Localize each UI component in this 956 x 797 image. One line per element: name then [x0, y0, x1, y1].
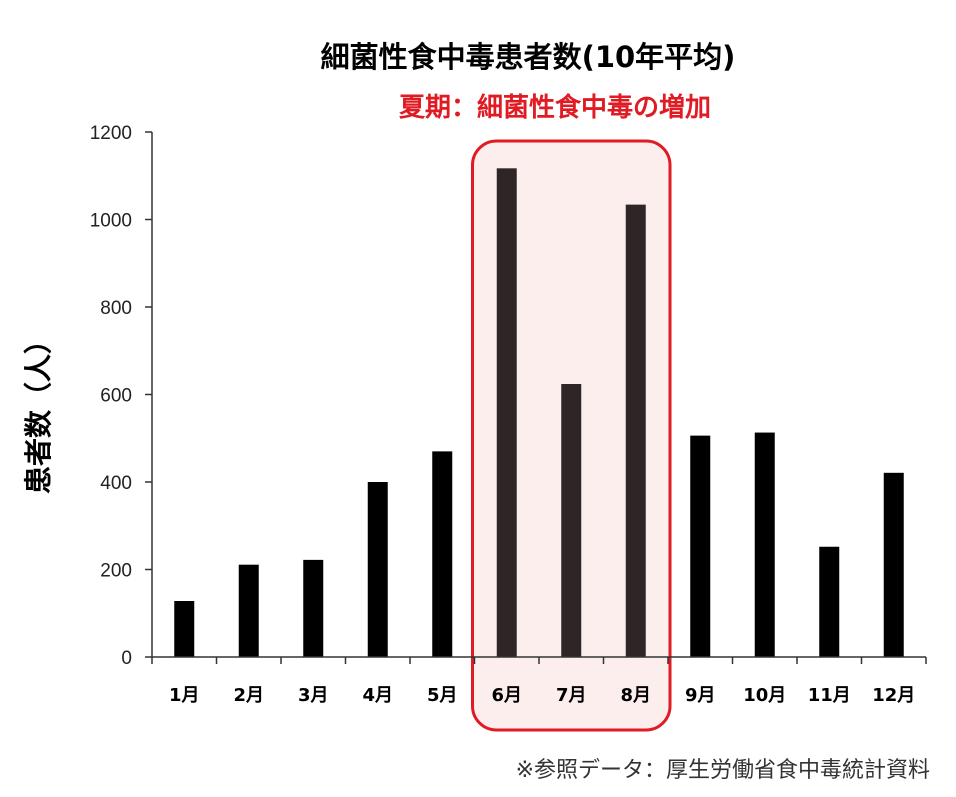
bar-1: [174, 601, 195, 657]
bar-9: [690, 435, 711, 657]
y-tick-label: 400: [100, 473, 132, 494]
y-tick-label: 600: [100, 386, 132, 407]
x-axis: 1月 2月 3月 4月 5月 6月 7月 8月 9月 10月 11月 12月: [151, 656, 927, 706]
x-tick-label: 2月: [233, 685, 264, 706]
y-tick-label: 200: [100, 561, 132, 582]
x-tick-label: 3月: [298, 685, 329, 706]
y-tick-label: 0: [121, 648, 132, 669]
bar-8: [625, 204, 646, 657]
y-tick-label: 800: [100, 298, 132, 319]
bar-4: [367, 482, 388, 657]
x-tick-label: 10月: [743, 685, 786, 706]
bar-2: [238, 564, 259, 657]
x-tick-label: 12月: [872, 685, 915, 706]
y-axis-label: 患者数（人）: [22, 326, 55, 494]
y-tick-label: 1200: [90, 123, 132, 144]
bars: [174, 168, 904, 657]
x-tick-label: 8月: [620, 685, 651, 706]
y-axis: 0 200 400 600 800 1000 1200: [90, 123, 153, 669]
chart-subtitle: 夏期：細菌性食中毒の増加: [399, 92, 711, 123]
x-tick-label: 9月: [685, 685, 716, 706]
x-tick-label: 1月: [169, 685, 200, 706]
x-tick-label: 11月: [808, 685, 851, 706]
bar-6: [496, 168, 517, 657]
y-tick-label: 1000: [90, 211, 132, 232]
bar-11: [819, 546, 840, 657]
bar-12: [883, 472, 904, 657]
x-tick-label: 5月: [427, 685, 458, 706]
x-tick-label: 6月: [491, 685, 522, 706]
bar-10: [754, 432, 775, 657]
bar-3: [303, 559, 324, 657]
bar-5: [432, 451, 453, 657]
source-note: ※参照データ：厚生労働省食中毒統計資料: [516, 758, 930, 783]
bar-7: [561, 384, 582, 657]
x-tick-label: 7月: [556, 685, 587, 706]
x-tick-label: 4月: [362, 685, 393, 706]
chart-title: 細菌性食中毒患者数(10年平均): [321, 40, 736, 74]
